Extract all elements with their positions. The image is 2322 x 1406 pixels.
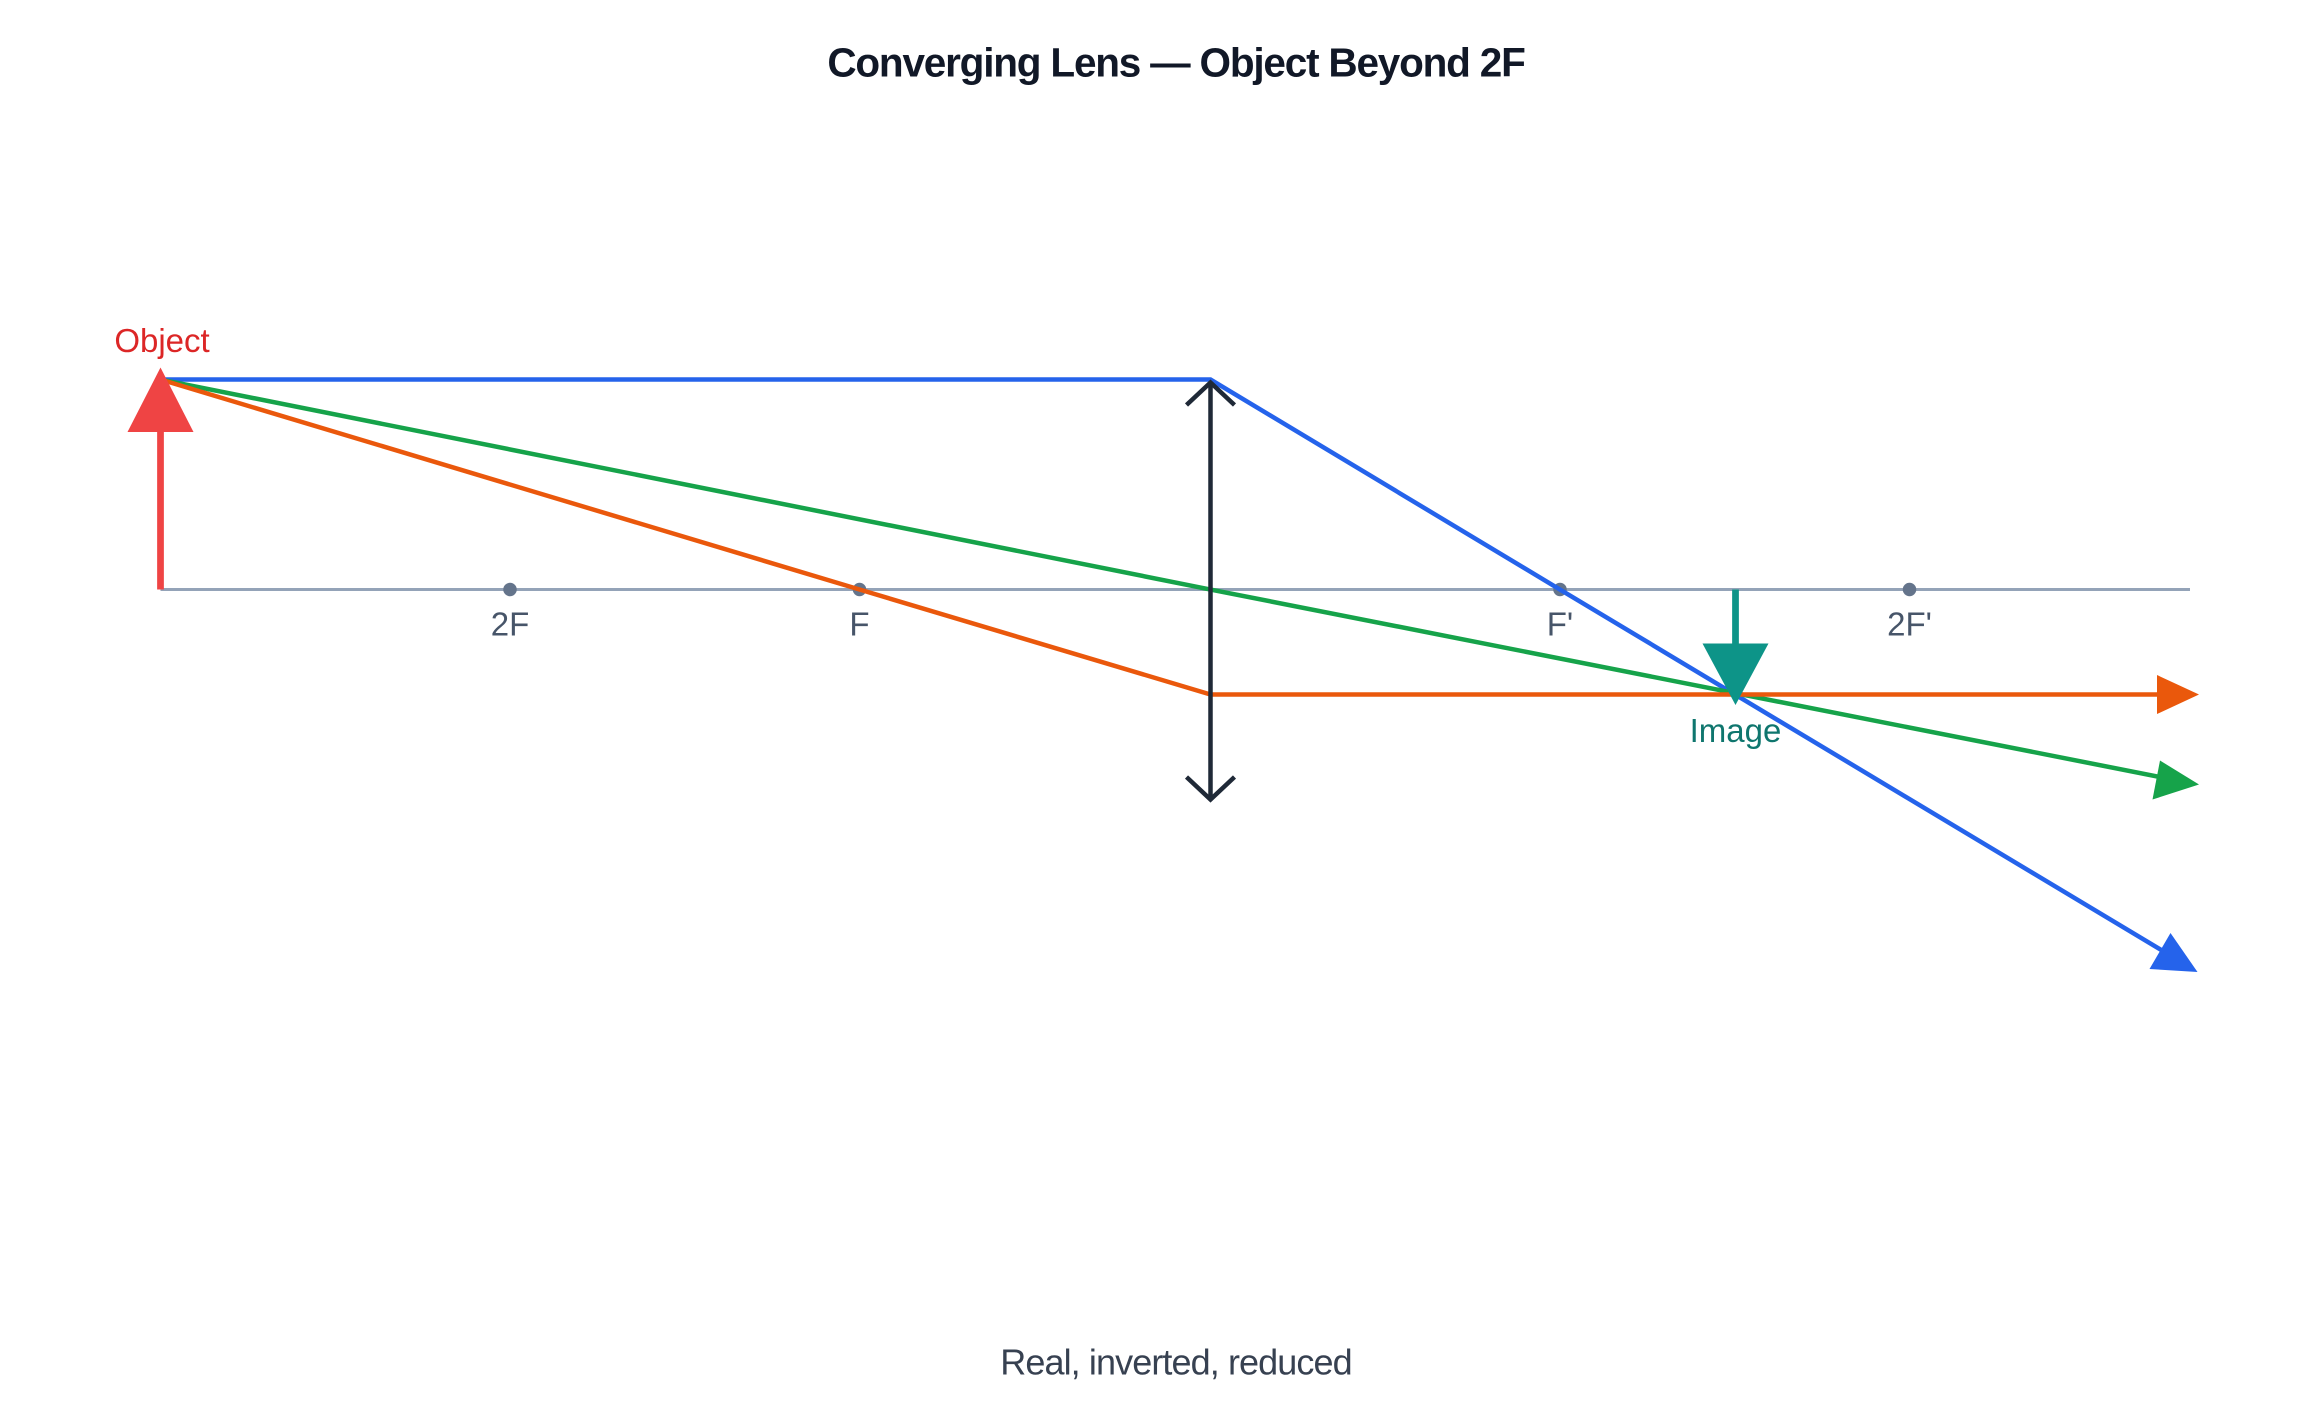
- object-label: Object: [114, 322, 209, 359]
- label-2f-prime: 2F': [1887, 606, 1932, 643]
- label-f-prime: F': [1547, 606, 1573, 643]
- point-2f-prime: [1902, 582, 1917, 597]
- ray-focal: [159, 377, 2160, 697]
- ray-arrowhead: [2149, 933, 2198, 973]
- caption: Real, inverted, reduced: [1000, 1342, 1352, 1383]
- lens-tip: [1184, 775, 1237, 803]
- label-f: F: [849, 606, 869, 643]
- ray-center: [160, 377, 2161, 780]
- point-2f: [503, 582, 517, 597]
- ray-parallel: [160, 377, 2180, 962]
- ray-arrowhead: [2157, 675, 2199, 715]
- image-arrowhead: [1702, 643, 1769, 706]
- image-label: Image: [1690, 712, 1782, 749]
- title: Converging Lens — Object Beyond 2F: [827, 40, 1525, 86]
- object-arrowhead: [127, 367, 194, 433]
- ray-arrowhead: [2152, 760, 2199, 800]
- lens-tip: [1184, 379, 1237, 407]
- label-2f: 2F: [491, 606, 530, 643]
